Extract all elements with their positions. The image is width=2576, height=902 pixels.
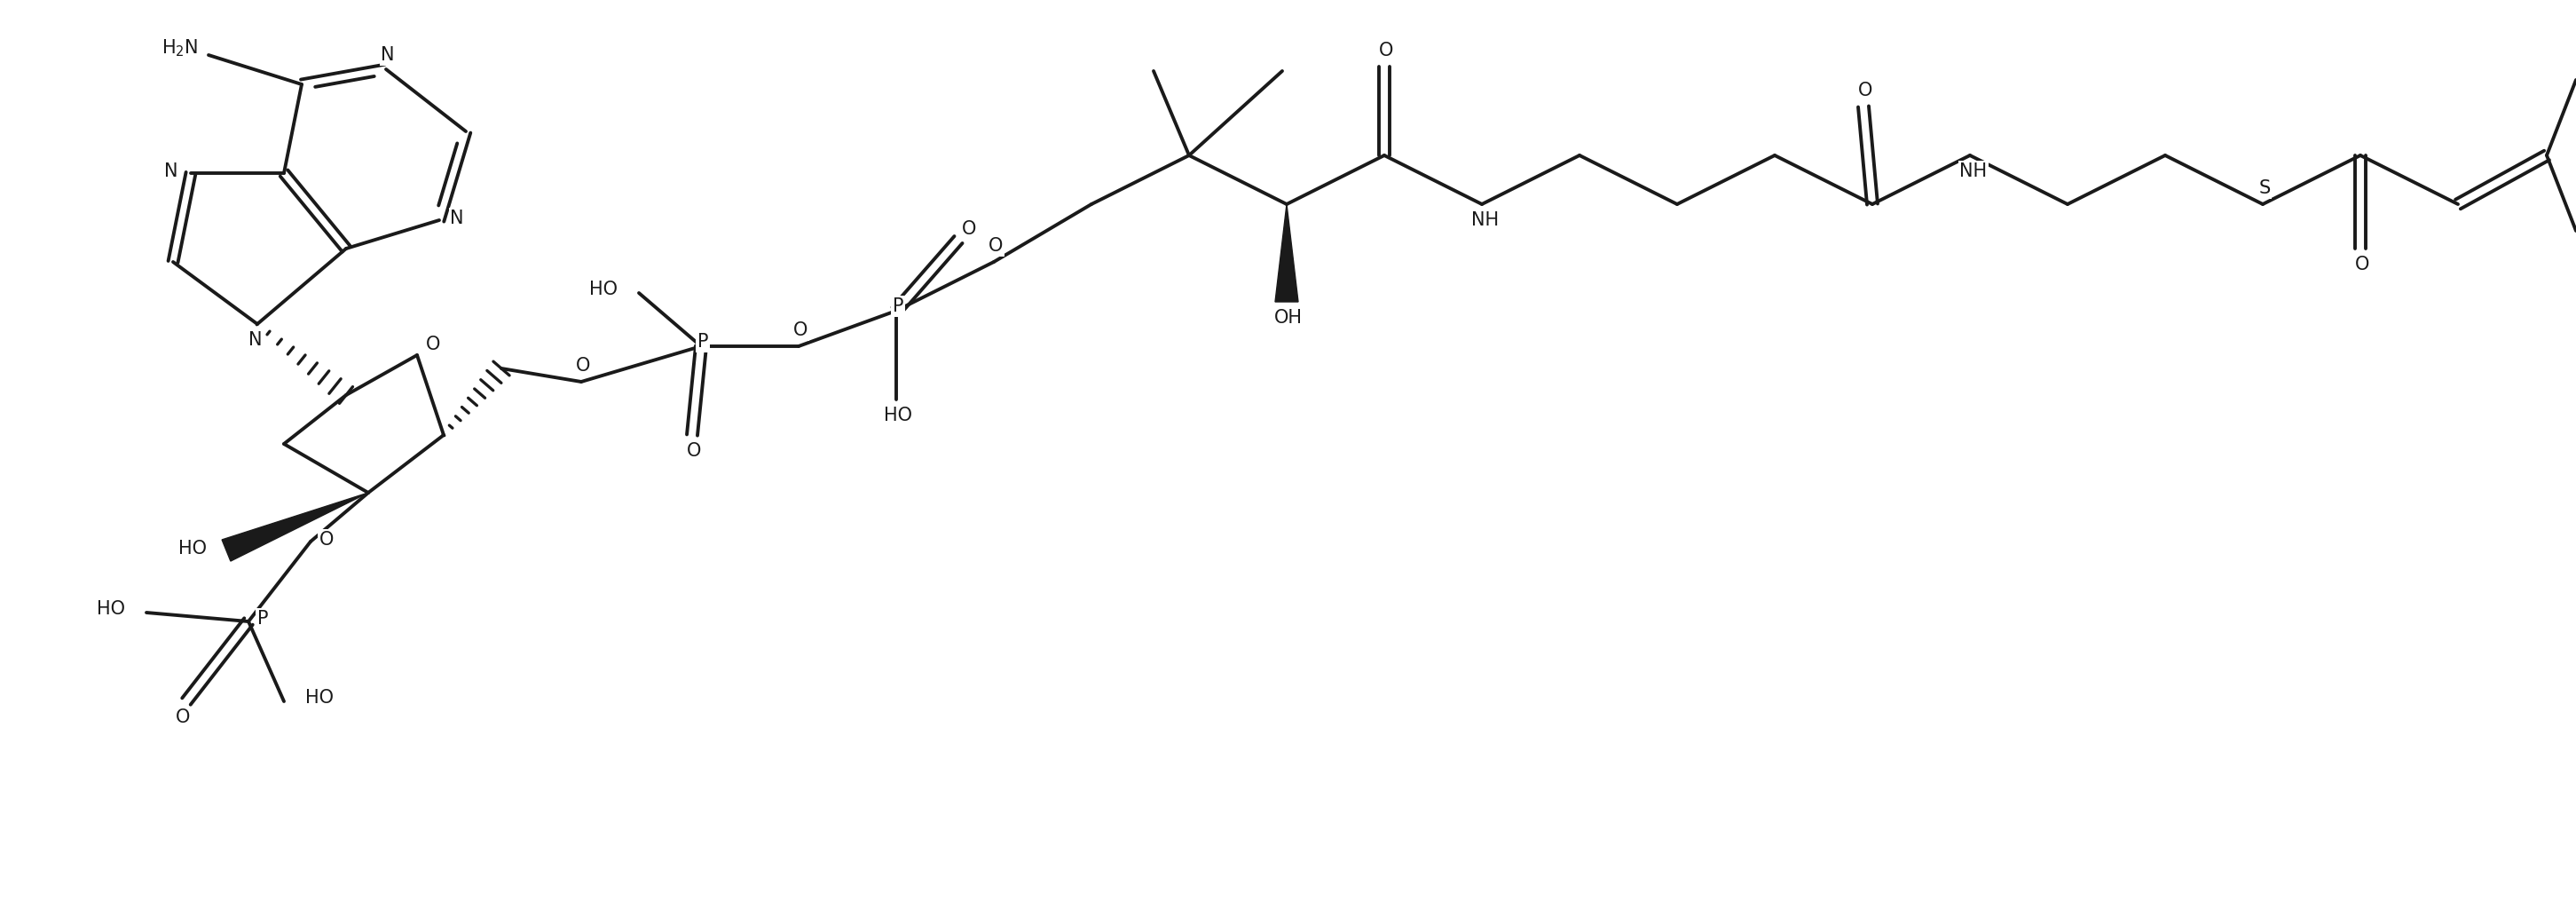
- Text: O: O: [1378, 41, 1394, 60]
- Text: O: O: [2354, 255, 2370, 273]
- Text: O: O: [1857, 82, 1873, 99]
- Text: N: N: [451, 209, 464, 227]
- Text: O: O: [425, 336, 440, 354]
- Text: O: O: [961, 220, 976, 238]
- Text: P: P: [258, 610, 268, 628]
- Text: O: O: [319, 531, 335, 548]
- Text: HO: HO: [178, 539, 206, 557]
- Text: O: O: [175, 708, 191, 726]
- Text: HO: HO: [98, 600, 126, 618]
- Text: O: O: [574, 357, 590, 374]
- Text: NH: NH: [1960, 162, 1986, 180]
- Text: N: N: [165, 162, 178, 180]
- Text: O: O: [688, 442, 701, 460]
- Text: H$_2$N: H$_2$N: [162, 38, 198, 59]
- Text: P: P: [698, 333, 708, 351]
- Text: N: N: [250, 331, 263, 349]
- Text: O: O: [793, 321, 809, 339]
- Text: NH: NH: [1471, 211, 1499, 229]
- Text: HO: HO: [590, 281, 618, 299]
- Text: S: S: [2259, 179, 2269, 198]
- Text: OH: OH: [1275, 309, 1303, 327]
- Polygon shape: [222, 492, 368, 561]
- Text: N: N: [381, 46, 394, 64]
- Text: HO: HO: [884, 407, 912, 424]
- Polygon shape: [1275, 204, 1298, 302]
- Text: HO: HO: [304, 689, 335, 706]
- Text: P: P: [891, 298, 904, 315]
- Text: O: O: [989, 237, 1002, 254]
